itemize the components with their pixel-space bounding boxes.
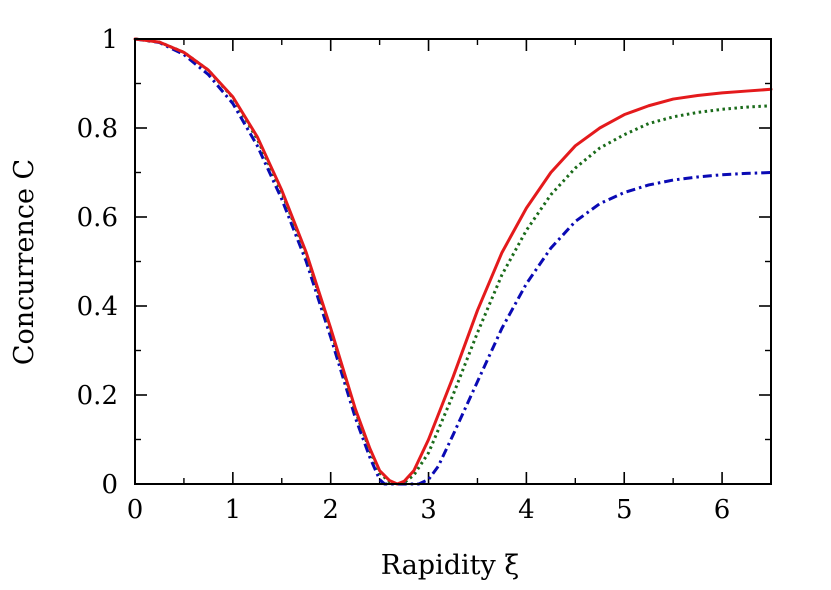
plot-frame [134, 38, 772, 485]
series-line-solid [133, 37, 773, 486]
x-axis-title: Rapidity ξ [381, 550, 519, 581]
y-axis-title: Concurrence C [9, 159, 40, 365]
x-tick-label: 6 [714, 495, 731, 525]
y-tick-label: 1 [101, 25, 118, 55]
x-tick-label: 1 [225, 495, 242, 525]
y-tick-label: 0.2 [77, 381, 118, 411]
y-tick-label: 0.6 [77, 203, 118, 233]
x-tick-label: 2 [322, 495, 339, 525]
x-tick-label: 0 [127, 495, 144, 525]
x-tick-label: 3 [420, 495, 437, 525]
y-tick-label: 0.4 [77, 292, 118, 322]
x-tick-label: 5 [616, 495, 633, 525]
y-tick-label: 0.8 [77, 114, 118, 144]
y-tick-label: 0 [101, 470, 118, 500]
labels-layer: 0 1 2 3 4 5 6 0 0.2 0.4 0.6 0.8 1 [77, 25, 731, 525]
x-tick-label: 4 [518, 495, 535, 525]
